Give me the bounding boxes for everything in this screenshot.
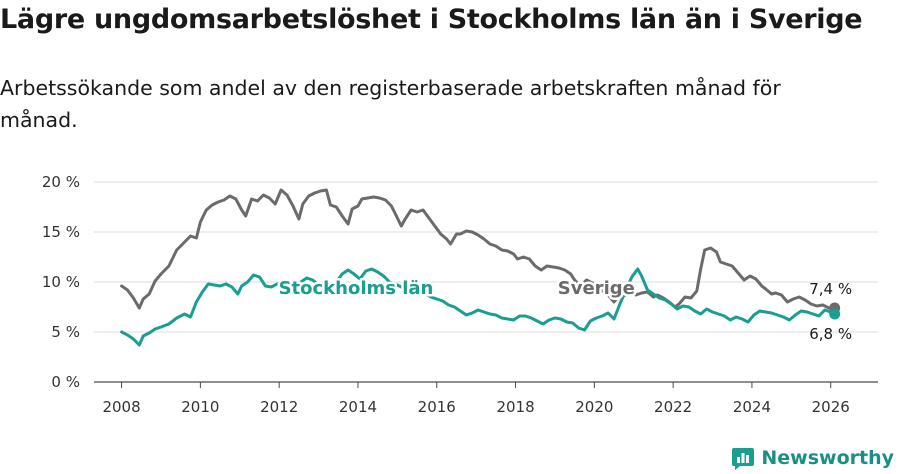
brand-name: Newsworthy [761,447,894,469]
x-tick-label: 2008 [102,398,140,416]
y-tick-label: 0 % [51,373,80,391]
chart-subtitle: Arbetssökande som andel av den registerb… [0,76,781,132]
series-line [120,267,837,347]
x-tick-label: 2012 [260,398,298,416]
chart-title: Lägre ungdomsarbetslöshet i Stockholms l… [0,4,863,35]
newsworthy-logo-icon [732,448,755,470]
series-end-label: 7,4 % [809,280,852,298]
series-end-label: 6,8 % [809,325,852,343]
x-tick-label: 2016 [418,398,456,416]
y-tick-label: 10 % [42,273,80,291]
x-tick-label: 2022 [654,398,692,416]
x-tick-label: 2010 [181,398,219,416]
x-tick-label: 2018 [496,398,534,416]
series-line [120,188,837,310]
y-tick-label: 5 % [51,323,80,341]
y-tick-label: 15 % [42,223,80,241]
series-end-marker [829,308,841,320]
x-tick-label: 2024 [733,398,771,416]
x-tick-label: 2020 [575,398,613,416]
series-label: Stockholms län [279,278,434,299]
x-tick-label: 2014 [339,398,377,416]
y-tick-label: 20 % [42,173,80,191]
series-label: Sverige [558,278,635,299]
x-tick-label: 2026 [812,398,850,416]
brand-logo[interactable]: Newsworthy [731,446,894,470]
